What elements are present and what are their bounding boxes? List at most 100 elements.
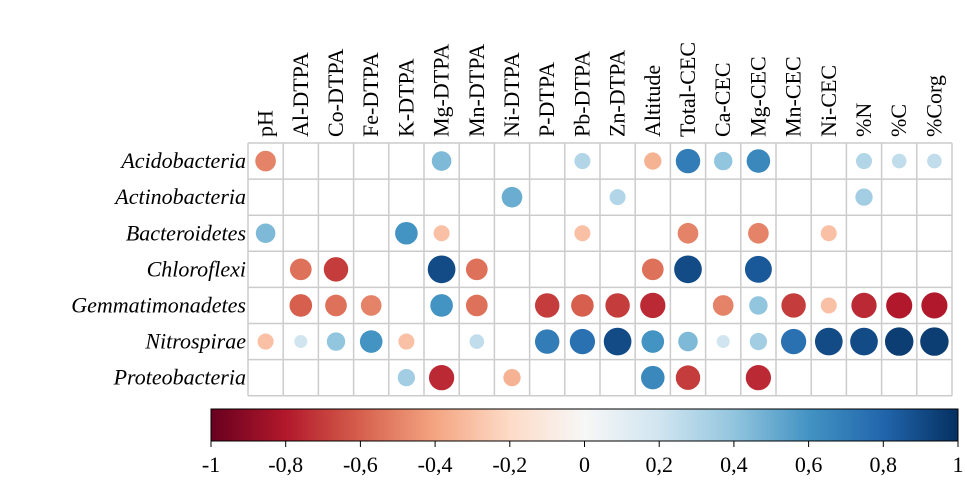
circle-chloroflexi-al-dtpa	[289, 258, 312, 281]
circle-acidobacteria-pct-corg	[927, 153, 942, 169]
circle-acidobacteria-mg-dtpa	[431, 151, 452, 171]
row-label-gemmatimonadetes: Gemmatimonadetes	[71, 292, 246, 317]
circle-nitrospirae-k-dtpa	[398, 333, 415, 350]
circle-gemmatimonadetes-pct-corg	[921, 292, 948, 319]
colorbar-tick-label: -0,6	[343, 452, 378, 477]
circle-bacteroidetes-ph	[255, 223, 276, 244]
circle-gemmatimonadetes-altitude	[640, 292, 666, 319]
column-label-pb-dtpa: Pb-DTPA	[569, 51, 594, 137]
column-label-total-cec: Total-CEC	[675, 42, 700, 137]
circle-gemmatimonadetes-mg-dtpa	[430, 294, 453, 317]
circle-nitrospirae-ph	[257, 333, 274, 350]
column-label-pct-c: %C	[886, 104, 911, 137]
circle-proteobacteria-k-dtpa	[397, 369, 416, 387]
circle-bacteroidetes-total-cec	[677, 222, 699, 244]
circle-gemmatimonadetes-ca-cec	[712, 295, 734, 316]
colorbar-tick-label: 0,8	[870, 452, 898, 477]
column-label-co-dtpa: Co-DTPA	[323, 48, 348, 137]
circle-nitrospirae-pct-corg	[920, 327, 949, 356]
circle-chloroflexi-co-dtpa	[323, 257, 349, 282]
circle-nitrospirae-pct-n	[850, 327, 878, 356]
circle-gemmatimonadetes-mn-dtpa	[465, 294, 488, 317]
circle-gemmatimonadetes-co-dtpa	[325, 294, 347, 317]
column-label-mg-dtpa: Mg-DTPA	[429, 44, 454, 137]
circle-bacteroidetes-pb-dtpa	[574, 225, 591, 242]
circle-gemmatimonadetes-pct-c	[886, 292, 913, 319]
circle-acidobacteria-altitude	[644, 152, 662, 170]
correlation-circles	[255, 148, 949, 391]
circle-proteobacteria-mg-dtpa	[428, 365, 455, 391]
circle-nitrospirae-al-dtpa	[294, 335, 308, 349]
circle-acidobacteria-total-cec	[675, 148, 701, 174]
column-labels: pH Al-DTPA Co-DTPA Fe-DTPA K-DTPA Mg-DTPA Mn-D…	[253, 42, 947, 137]
circle-bacteroidetes-ni-cec	[820, 225, 837, 242]
circle-nitrospirae-mn-dtpa	[469, 334, 485, 349]
row-label-proteobacteria: Proteobacteria	[113, 365, 246, 390]
column-label-al-dtpa: Al-DTPA	[288, 52, 313, 137]
circle-nitrospirae-p-dtpa	[534, 329, 560, 354]
circle-nitrospirae-mn-cec	[780, 328, 807, 355]
colorbar-tick-label: 0,4	[720, 452, 748, 477]
grid	[247, 142, 953, 397]
circle-acidobacteria-pct-c	[891, 153, 907, 169]
circle-gemmatimonadetes-al-dtpa	[289, 294, 313, 317]
column-label-k-dtpa: K-DTPA	[393, 58, 418, 137]
column-label-mn-cec: Mn-CEC	[781, 56, 806, 137]
colorbar-gradient	[210, 408, 959, 442]
circle-nitrospirae-total-cec	[678, 331, 698, 352]
column-label-ni-dtpa: Ni-DTPA	[499, 52, 524, 137]
circle-nitrospirae-pb-dtpa	[569, 328, 596, 355]
circle-acidobacteria-ca-cec	[713, 151, 733, 171]
colorbar-tick-label: -0,4	[418, 452, 453, 477]
colorbar-tick-label: -0,2	[492, 452, 527, 477]
circle-chloroflexi-mg-dtpa	[427, 255, 456, 284]
circle-nitrospirae-ca-cec	[716, 335, 730, 349]
circle-gemmatimonadetes-pct-n	[851, 292, 877, 319]
row-labels: Acidobacteria Actinobacteria Bacteroidetes…	[71, 148, 246, 390]
column-label-ca-cec: Ca-CEC	[710, 62, 735, 137]
column-label-mn-dtpa: Mn-DTPA	[464, 44, 489, 137]
circle-actinobacteria-ni-dtpa	[501, 186, 523, 208]
circle-proteobacteria-mg-cec	[745, 365, 772, 391]
circle-nitrospirae-zn-dtpa	[603, 327, 632, 356]
circle-gemmatimonadetes-zn-dtpa	[605, 293, 630, 318]
column-label-pct-n: %N	[851, 103, 876, 137]
circle-actinobacteria-zn-dtpa	[609, 189, 626, 206]
column-label-p-dtpa: P-DTPA	[534, 62, 559, 137]
circle-proteobacteria-altitude	[641, 365, 665, 390]
circle-nitrospirae-co-dtpa	[326, 332, 346, 351]
colorbar-tick-label: 0	[579, 452, 590, 477]
circle-acidobacteria-pb-dtpa	[574, 153, 591, 170]
column-label-altitude: Altitude	[640, 65, 665, 137]
circle-gemmatimonadetes-pb-dtpa	[571, 294, 594, 317]
circle-gemmatimonadetes-ni-cec	[820, 297, 837, 314]
column-label-ph: pH	[253, 110, 278, 137]
circle-chloroflexi-altitude	[641, 258, 664, 281]
circle-nitrospirae-fe-dtpa	[359, 330, 383, 353]
circle-nitrospirae-mg-cec	[749, 332, 768, 351]
colorbar-tick-label: 1	[953, 452, 964, 477]
colorbar-tick-label: -1	[202, 452, 220, 477]
circle-gemmatimonadetes-p-dtpa	[534, 293, 560, 318]
circle-gemmatimonadetes-fe-dtpa	[360, 295, 382, 316]
circle-nitrospirae-ni-cec	[814, 327, 843, 356]
circle-acidobacteria-mg-cec	[746, 149, 771, 173]
circle-proteobacteria-total-cec	[675, 365, 701, 390]
circle-bacteroidetes-mg-cec	[748, 222, 769, 244]
colorbar-tick-label: 0,6	[795, 452, 823, 477]
row-label-nitrospirae: Nitrospirae	[144, 329, 246, 354]
circle-proteobacteria-ni-dtpa	[503, 369, 521, 387]
circle-actinobacteria-pct-n	[855, 188, 873, 206]
column-label-fe-dtpa: Fe-DTPA	[358, 52, 383, 137]
circle-bacteroidetes-k-dtpa	[395, 221, 418, 245]
colorbar-tick-label: -0,8	[268, 452, 303, 477]
row-label-chloroflexi: Chloroflexi	[147, 256, 246, 281]
circle-chloroflexi-total-cec	[674, 255, 702, 284]
row-label-bacteroidetes: Bacteroidetes	[126, 220, 246, 245]
colorbar: -1 -0,8 -0,6 -0,4 -0,2 0 0,2 0,4 0,6 0,8 1	[202, 408, 964, 477]
circle-nitrospirae-altitude	[641, 330, 665, 353]
row-label-acidobacteria: Acidobacteria	[119, 148, 246, 173]
row-label-actinobacteria: Actinobacteria	[113, 184, 246, 209]
column-label-pct-corg: %Corg	[921, 75, 946, 137]
circle-chloroflexi-mg-cec	[744, 255, 772, 283]
